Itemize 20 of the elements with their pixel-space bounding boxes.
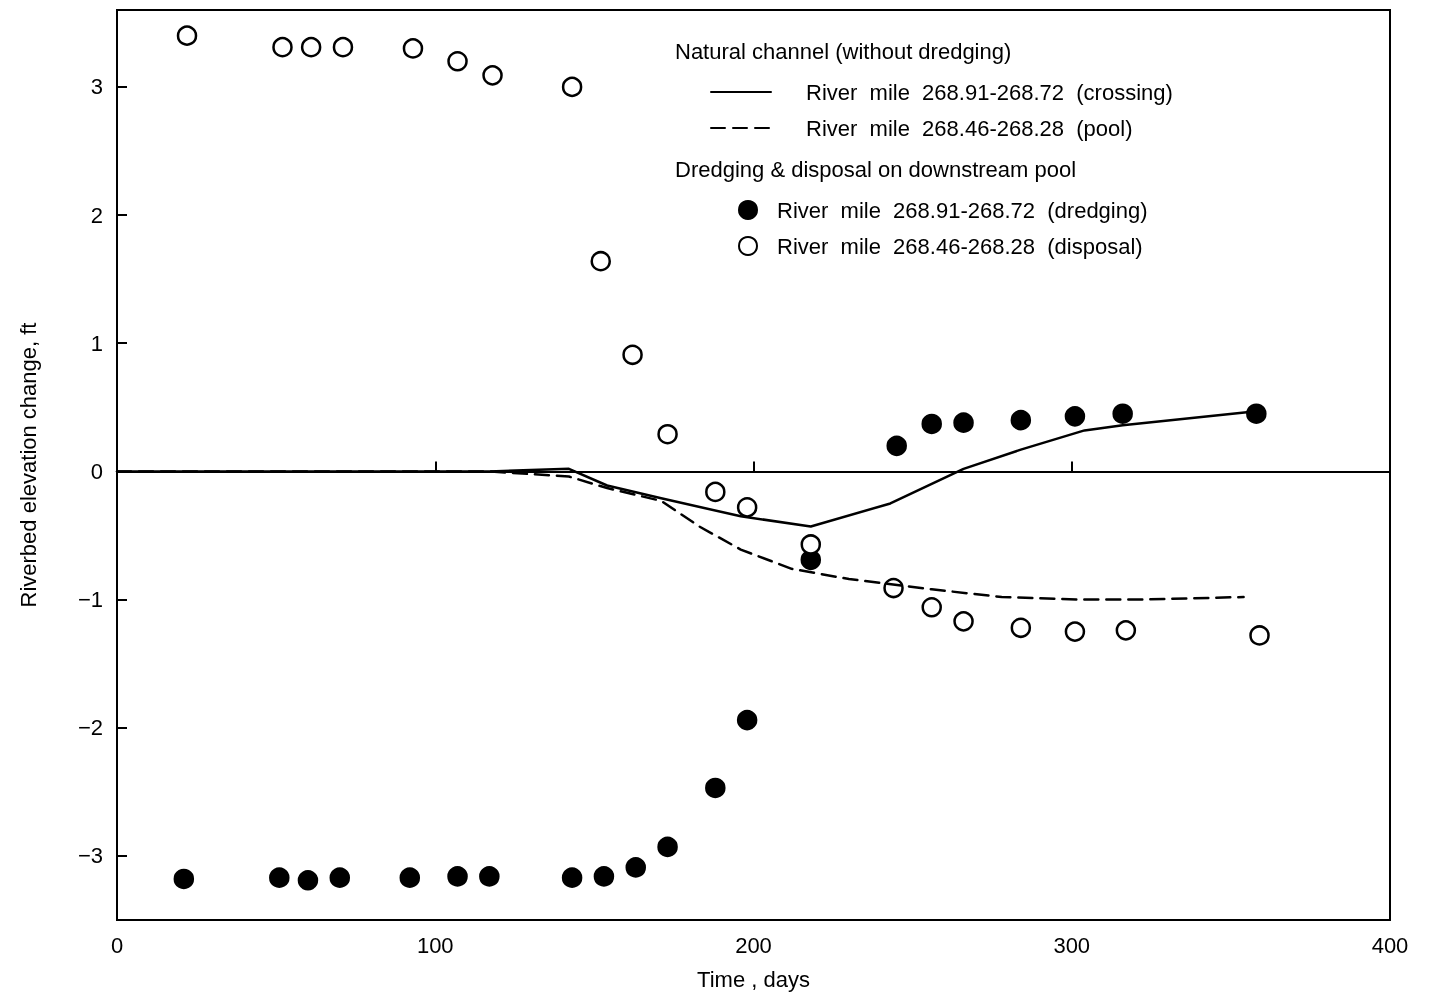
x-tick-label: 100 <box>416 932 454 958</box>
y-tick-label: −2 <box>77 715 103 741</box>
x-tick-label: 300 <box>1053 932 1091 958</box>
y-tick-label: −3 <box>77 843 103 869</box>
x-tick-label: 0 <box>110 932 124 958</box>
y-tick-label: 3 <box>90 74 103 100</box>
y-tick-label: 2 <box>90 202 103 228</box>
legend-label: River mile 268.46-268.28 (pool) <box>806 115 1133 141</box>
y-tick-label: 0 <box>90 458 103 484</box>
y-tick-label: −1 <box>77 587 103 613</box>
x-tick-label: 400 <box>1371 932 1409 958</box>
x-tick-label: 200 <box>735 932 772 958</box>
y-tick-label: 1 <box>90 330 103 356</box>
x-axis-title: Time , days <box>697 966 810 992</box>
annotation: Dredging & disposal on downstream pool <box>675 156 1077 182</box>
y-axis-title: Riverbed elevation change, ft <box>15 322 41 608</box>
annotation: Natural channel (without dredging) <box>675 38 1012 64</box>
legend-label: River mile 268.91-268.72 (dredging) <box>777 197 1148 223</box>
legend-label: River mile 268.46-268.28 (disposal) <box>777 233 1143 259</box>
legend-label: River mile 268.91-268.72 (crossing) <box>806 79 1173 105</box>
